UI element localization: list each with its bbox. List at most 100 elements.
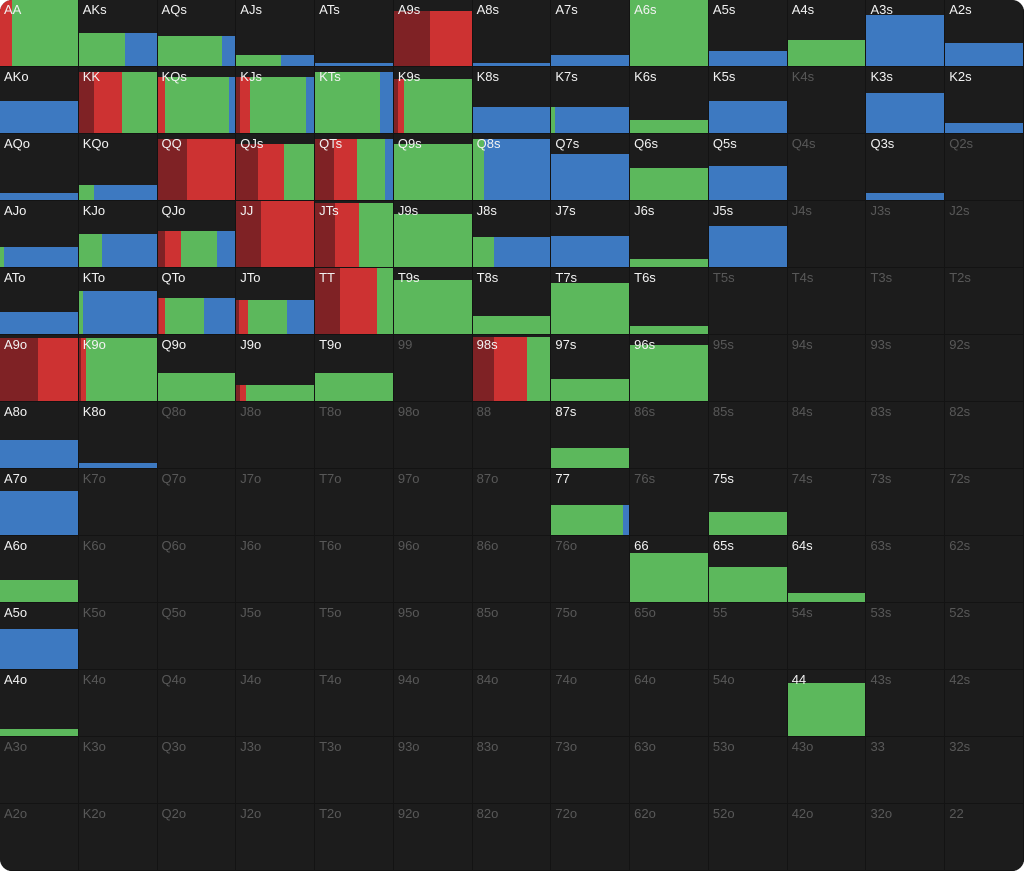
hand-cell[interactable]: 62o — [630, 804, 709, 871]
hand-cell[interactable]: T5s — [708, 268, 788, 335]
hand-cell[interactable]: AKo — [0, 67, 79, 134]
hand-cell[interactable]: 42s — [945, 670, 1024, 737]
hand-cell[interactable]: 96o — [393, 536, 473, 603]
hand-cell[interactable]: Q5o — [157, 603, 237, 670]
hand-cell[interactable]: AQs — [157, 0, 237, 67]
hand-cell[interactable]: 86o — [472, 536, 552, 603]
hand-cell[interactable]: J5s — [708, 201, 788, 268]
hand-cell[interactable]: 98s — [472, 335, 552, 402]
hand-cell[interactable]: J6s — [630, 201, 709, 268]
hand-cell[interactable]: J8s — [472, 201, 552, 268]
hand-cell[interactable]: JTo — [236, 268, 316, 335]
hand-cell[interactable]: 85o — [472, 603, 552, 670]
hand-cell[interactable]: A7s — [551, 0, 631, 67]
hand-cell[interactable]: 92s — [945, 335, 1024, 402]
hand-cell[interactable]: 83s — [866, 402, 946, 469]
hand-cell[interactable]: 63s — [866, 536, 946, 603]
hand-cell[interactable]: 87o — [472, 469, 552, 536]
hand-cell[interactable]: J5o — [236, 603, 316, 670]
hand-cell[interactable]: 84o — [472, 670, 552, 737]
hand-cell[interactable]: 94s — [787, 335, 867, 402]
hand-cell[interactable]: A3o — [0, 737, 79, 804]
hand-cell[interactable]: Q4s — [787, 134, 867, 201]
hand-cell[interactable]: 95s — [708, 335, 788, 402]
hand-cell[interactable]: K2o — [78, 804, 158, 871]
hand-cell[interactable]: QTs — [315, 134, 394, 201]
hand-cell[interactable]: A6o — [0, 536, 79, 603]
hand-cell[interactable]: 62s — [945, 536, 1024, 603]
hand-cell[interactable]: 53s — [866, 603, 946, 670]
hand-cell[interactable]: K6s — [630, 67, 709, 134]
hand-cell[interactable]: 98o — [393, 402, 473, 469]
hand-cell[interactable]: Q3s — [866, 134, 946, 201]
hand-cell[interactable]: T5o — [315, 603, 394, 670]
hand-cell[interactable]: Q2s — [945, 134, 1024, 201]
hand-cell[interactable]: J2s — [945, 201, 1024, 268]
hand-cell[interactable]: 66 — [630, 536, 709, 603]
hand-cell[interactable]: J9s — [393, 201, 473, 268]
hand-cell[interactable]: A5s — [708, 0, 788, 67]
hand-cell[interactable]: T8o — [315, 402, 394, 469]
hand-cell[interactable]: 52s — [945, 603, 1024, 670]
hand-cell[interactable]: T6s — [630, 268, 709, 335]
hand-cell[interactable]: T7o — [315, 469, 394, 536]
hand-cell[interactable]: 72o — [551, 804, 631, 871]
hand-cell[interactable]: 82o — [472, 804, 552, 871]
hand-cell[interactable]: 65s — [708, 536, 788, 603]
hand-cell[interactable]: 72s — [945, 469, 1024, 536]
hand-cell[interactable]: 93o — [393, 737, 473, 804]
hand-cell[interactable]: Q8s — [472, 134, 552, 201]
hand-cell[interactable]: 97s — [551, 335, 631, 402]
hand-cell[interactable]: K3s — [866, 67, 946, 134]
hand-cell[interactable]: A8s — [472, 0, 552, 67]
hand-cell[interactable]: AJo — [0, 201, 79, 268]
hand-cell[interactable]: 95o — [393, 603, 473, 670]
hand-cell[interactable]: 88 — [472, 402, 552, 469]
hand-cell[interactable]: Q4o — [157, 670, 237, 737]
hand-cell[interactable]: 64s — [787, 536, 867, 603]
hand-cell[interactable]: T7s — [551, 268, 631, 335]
hand-cell[interactable]: 87s — [551, 402, 631, 469]
hand-cell[interactable]: 86s — [630, 402, 709, 469]
hand-cell[interactable]: T3s — [866, 268, 946, 335]
hand-cell[interactable]: 75o — [551, 603, 631, 670]
hand-cell[interactable]: T4s — [787, 268, 867, 335]
hand-cell[interactable]: A2o — [0, 804, 79, 871]
hand-cell[interactable]: K9s — [393, 67, 473, 134]
hand-cell[interactable]: T2o — [315, 804, 394, 871]
hand-cell[interactable]: T3o — [315, 737, 394, 804]
hand-cell[interactable]: 94o — [393, 670, 473, 737]
hand-cell[interactable]: Q9o — [157, 335, 237, 402]
hand-cell[interactable]: TT — [315, 268, 394, 335]
hand-cell[interactable]: 43o — [787, 737, 867, 804]
hand-cell[interactable]: QJo — [157, 201, 237, 268]
hand-cell[interactable]: A9o — [0, 335, 79, 402]
hand-cell[interactable]: ATo — [0, 268, 79, 335]
hand-cell[interactable]: Q5s — [708, 134, 788, 201]
hand-cell[interactable]: A3s — [866, 0, 946, 67]
hand-cell[interactable]: K9o — [78, 335, 158, 402]
hand-cell[interactable]: J8o — [236, 402, 316, 469]
hand-cell[interactable]: A8o — [0, 402, 79, 469]
hand-cell[interactable]: T2s — [945, 268, 1024, 335]
hand-cell[interactable]: KQs — [157, 67, 237, 134]
hand-cell[interactable]: QJs — [236, 134, 316, 201]
hand-cell[interactable]: Q6s — [630, 134, 709, 201]
hand-cell[interactable]: AKs — [78, 0, 158, 67]
hand-cell[interactable]: 54o — [708, 670, 788, 737]
hand-cell[interactable]: K5s — [708, 67, 788, 134]
hand-cell[interactable]: KTo — [78, 268, 158, 335]
hand-cell[interactable]: J6o — [236, 536, 316, 603]
hand-cell[interactable]: 22 — [945, 804, 1024, 871]
hand-cell[interactable]: AA — [0, 0, 79, 67]
hand-cell[interactable]: Q7s — [551, 134, 631, 201]
hand-cell[interactable]: KQo — [78, 134, 158, 201]
hand-cell[interactable]: ATs — [315, 0, 394, 67]
hand-cell[interactable]: J7o — [236, 469, 316, 536]
hand-cell[interactable]: T8s — [472, 268, 552, 335]
hand-cell[interactable]: K8s — [472, 67, 552, 134]
hand-cell[interactable]: 74s — [787, 469, 867, 536]
hand-cell[interactable]: 33 — [866, 737, 946, 804]
hand-cell[interactable]: 96s — [630, 335, 709, 402]
hand-cell[interactable]: 54s — [787, 603, 867, 670]
